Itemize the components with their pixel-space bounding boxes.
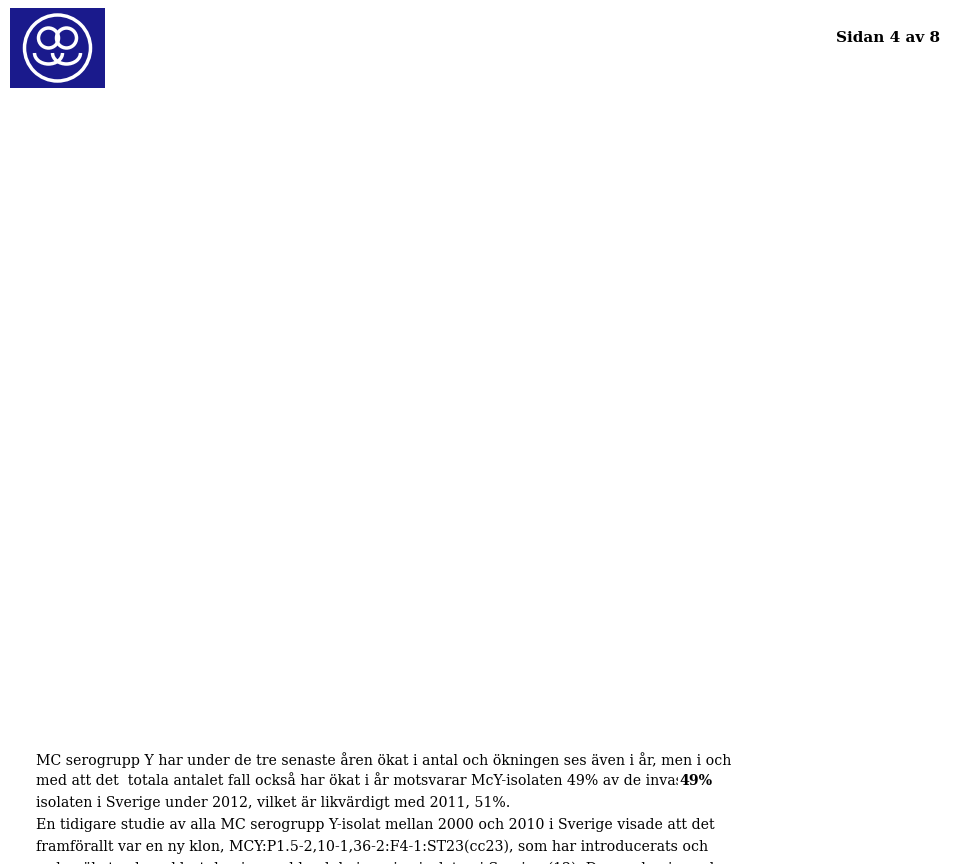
Text: sedan ökat och nu klart dominerar bland de invasiva isolaten i Sverige (12). Den: sedan ökat och nu klart dominerar bland … xyxy=(36,862,723,864)
Text: isolaten i Sverige under 2012, vilket är likvärdigt med 2011, 51%.: isolaten i Sverige under 2012, vilket är… xyxy=(36,796,511,810)
Text: En tidigare studie av alla MC serogrupp Y-isolat mellan 2000 och 2010 i Sverige : En tidigare studie av alla MC serogrupp … xyxy=(36,818,715,832)
Bar xyxy=(679,772,711,797)
Bar xyxy=(10,8,105,88)
Text: MC serogrupp Y har under de tre senaste åren ökat i antal och ökningen ses även : MC serogrupp Y har under de tre senaste … xyxy=(36,752,732,767)
Text: med att det  totala antalet fall också har ökat i år motsvarar McY-isolaten 49% : med att det totala antalet fall också ha… xyxy=(36,774,705,788)
Text: Sidan 4 av 8: Sidan 4 av 8 xyxy=(836,31,940,45)
Text: 49%: 49% xyxy=(680,774,712,788)
Text: framförallt var en ny klon, MCY:P1.5-2,10-1,36-2:F4-1:ST23(cc23), som har introd: framförallt var en ny klon, MCY:P1.5-2,1… xyxy=(36,840,708,854)
